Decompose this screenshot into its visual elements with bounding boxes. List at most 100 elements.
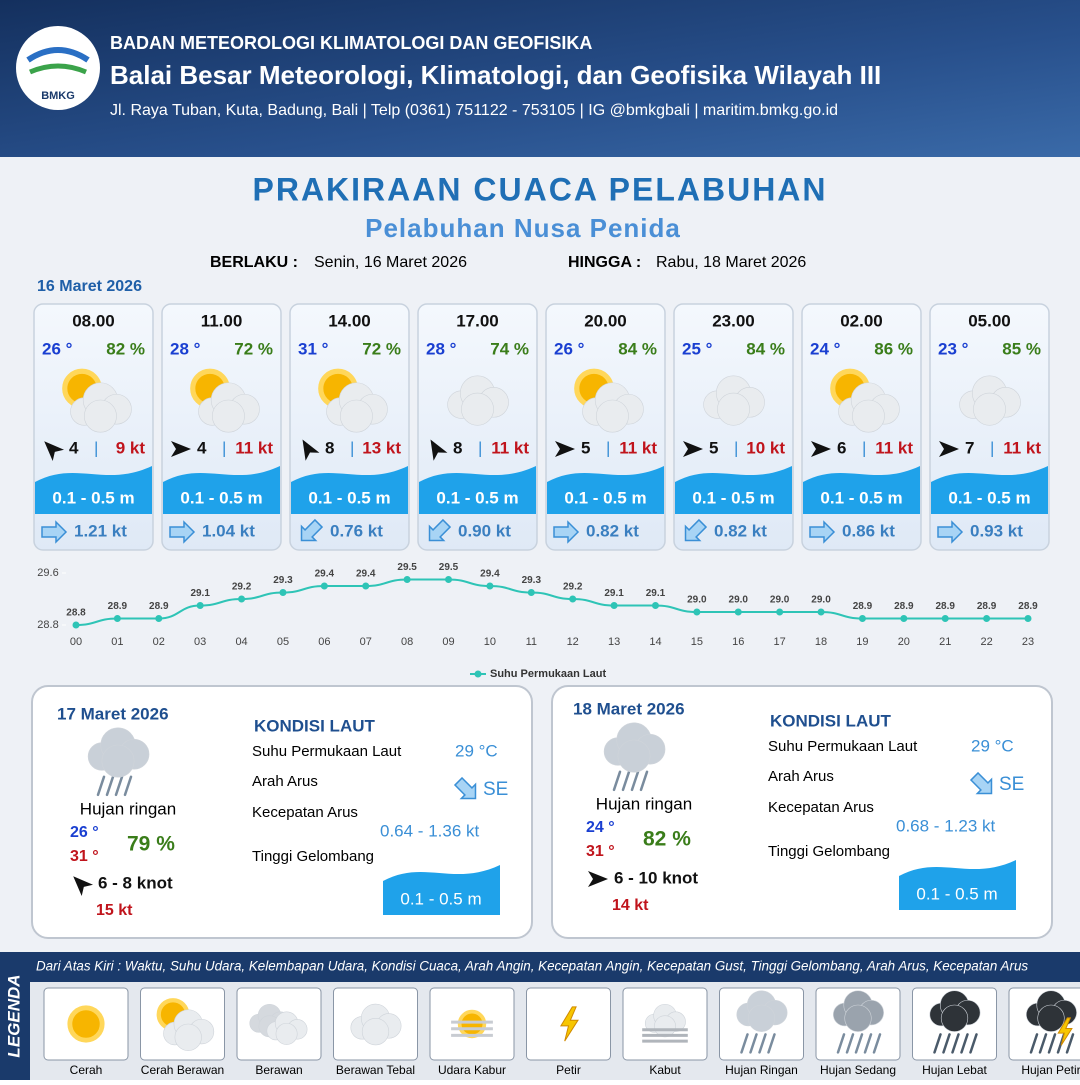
text: 0.1 - 0.5 m bbox=[916, 884, 997, 903]
text: 17 Maret 2026 bbox=[57, 704, 169, 723]
sst-point bbox=[238, 595, 246, 603]
label: Kecepatan Arus bbox=[768, 799, 874, 816]
text: 0.1 - 0.5 m bbox=[436, 488, 518, 507]
wave bbox=[383, 865, 500, 915]
office: Balai Besar Meteorologi, Klimatologi, da… bbox=[110, 60, 881, 90]
wind-arrow bbox=[683, 441, 703, 457]
sst-point bbox=[362, 582, 370, 590]
text: 11 kt bbox=[491, 438, 529, 457]
value: 0.64 - 1.36 kt bbox=[380, 821, 480, 840]
text: 5 bbox=[581, 438, 590, 457]
cloud bbox=[84, 399, 117, 433]
legend-side bbox=[0, 952, 30, 1080]
value-label: 29.0 bbox=[729, 595, 749, 606]
org: BADAN METEOROLOGI KLIMATOLOGI DAN GEOFIS… bbox=[110, 33, 592, 53]
x-tick-label: 13 bbox=[608, 636, 620, 648]
value-label: 28.8 bbox=[66, 608, 86, 619]
sun bbox=[457, 1009, 487, 1039]
rain bbox=[863, 1033, 873, 1054]
text: 31 ° bbox=[586, 843, 615, 860]
header-bg bbox=[0, 0, 1080, 157]
sst-point bbox=[527, 589, 535, 596]
current-arrow bbox=[809, 520, 836, 544]
title: PRAKIRAAN CUACA PELABUHAN bbox=[252, 171, 827, 207]
weather-icon bbox=[62, 368, 132, 433]
rain bbox=[767, 1033, 776, 1054]
sst-line bbox=[75, 578, 1028, 626]
weather-icon bbox=[447, 375, 509, 426]
rain bbox=[969, 1033, 978, 1054]
separator: | bbox=[222, 438, 226, 457]
wind-arrow bbox=[430, 439, 448, 461]
current-arrow bbox=[969, 771, 993, 795]
weather-icon bbox=[249, 1003, 308, 1045]
until-label: HINGGA : bbox=[568, 254, 641, 271]
current-arrow bbox=[300, 518, 324, 542]
current-arrow bbox=[428, 518, 452, 542]
rain bbox=[621, 770, 631, 792]
wave bbox=[547, 466, 664, 514]
rain bbox=[854, 1033, 864, 1054]
sst-point bbox=[651, 602, 659, 609]
text: 86 % bbox=[874, 339, 913, 358]
bolt bbox=[1057, 1017, 1073, 1046]
valid-label: BERLAKU : bbox=[210, 254, 298, 271]
label: Kecepatan Arus bbox=[252, 804, 358, 821]
rain bbox=[105, 775, 115, 797]
rain bbox=[1065, 1033, 1075, 1054]
separator: | bbox=[606, 438, 610, 457]
cloud bbox=[101, 744, 135, 778]
legend-label: Udara Kabur bbox=[438, 1063, 506, 1077]
wind-arrow bbox=[44, 441, 65, 462]
separator: | bbox=[862, 438, 866, 457]
cloud bbox=[617, 739, 651, 773]
text: 17.00 bbox=[456, 311, 499, 330]
sst-point bbox=[403, 576, 411, 583]
text: 1.21 kt bbox=[74, 521, 127, 540]
label: Tinggi Gelombang bbox=[768, 843, 890, 860]
text: 0.1 - 0.5 m bbox=[180, 488, 262, 507]
legend-label: Kabut bbox=[649, 1063, 681, 1077]
weather-icon bbox=[1025, 990, 1077, 1054]
x-tick-label: 02 bbox=[153, 636, 165, 648]
text: 0.1 - 0.5 m bbox=[400, 889, 481, 908]
weather-icon bbox=[560, 1006, 579, 1042]
text: 11 kt bbox=[235, 438, 273, 457]
cloud bbox=[211, 399, 245, 433]
legend-title: LEGENDA bbox=[4, 974, 23, 1057]
text: 0.86 kt bbox=[842, 521, 895, 540]
value-label: 29.4 bbox=[315, 569, 335, 580]
subtitle: Pelabuhan Nusa Penida bbox=[365, 213, 681, 243]
text: 11 kt bbox=[875, 438, 913, 457]
legend-entry: Suhu Permukaan Laut bbox=[490, 668, 606, 680]
wind-arrow bbox=[302, 439, 320, 461]
bolt bbox=[560, 1006, 579, 1042]
wind-arrow bbox=[171, 441, 191, 457]
wind-arrow bbox=[811, 441, 831, 457]
weather-icon bbox=[736, 990, 788, 1054]
text: 14 kt bbox=[612, 897, 649, 914]
current-arrow bbox=[684, 518, 708, 542]
text: 28 ° bbox=[170, 339, 201, 358]
wave bbox=[35, 466, 152, 514]
value-label: 29.3 bbox=[522, 575, 542, 586]
sst-point bbox=[320, 582, 328, 590]
logo-text: BMKG bbox=[41, 90, 75, 102]
text: 79 % bbox=[127, 833, 175, 856]
value-label: 29.1 bbox=[646, 588, 666, 599]
wind-arrow bbox=[588, 871, 608, 887]
rain bbox=[960, 1033, 969, 1054]
cloud bbox=[973, 392, 1006, 426]
rain bbox=[96, 775, 106, 797]
wave bbox=[931, 466, 1048, 514]
rain bbox=[1047, 1033, 1057, 1054]
value-label: 29.2 bbox=[232, 582, 252, 593]
separator: | bbox=[478, 438, 482, 457]
text: 7 bbox=[965, 438, 974, 457]
rain bbox=[630, 770, 640, 792]
text: 0.1 - 0.5 m bbox=[308, 488, 390, 507]
cloud bbox=[747, 1004, 776, 1032]
text: 0.1 - 0.5 m bbox=[820, 488, 902, 507]
text: 05.00 bbox=[968, 311, 1011, 330]
